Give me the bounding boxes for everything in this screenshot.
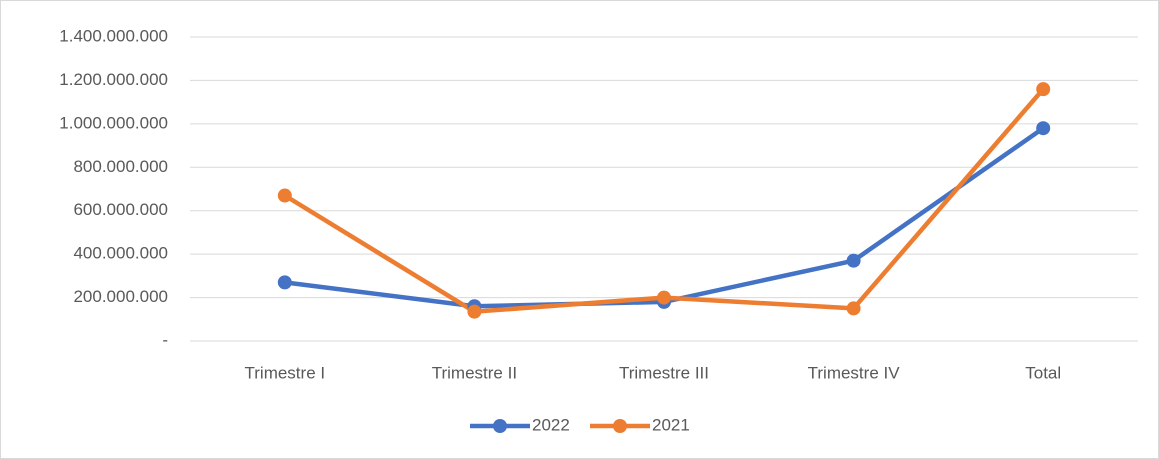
x-tick-label: Total	[1025, 363, 1061, 382]
y-tick-label: -	[162, 330, 168, 349]
data-point	[467, 304, 482, 319]
y-tick-label: 800.000.000	[73, 157, 168, 176]
data-point	[277, 275, 292, 290]
data-point	[1036, 121, 1051, 136]
x-tick-label: Trimestre III	[619, 363, 709, 382]
legend-label: 2021	[652, 415, 690, 434]
data-point	[277, 188, 292, 203]
y-tick-label: 600.000.000	[73, 200, 168, 219]
legend-marker	[613, 419, 627, 433]
x-tick-label: Trimestre I	[245, 363, 326, 382]
y-tick-label: 1.400.000.000	[59, 26, 168, 45]
y-tick-label: 200.000.000	[73, 287, 168, 306]
y-tick-label: 1.200.000.000	[59, 70, 168, 89]
data-point	[1036, 82, 1051, 97]
y-tick-label: 1.000.000.000	[59, 113, 168, 132]
legend-marker	[493, 419, 507, 433]
x-tick-label: Trimestre II	[432, 363, 517, 382]
data-point	[657, 290, 671, 305]
x-tick-label: Trimestre IV	[808, 363, 901, 382]
data-point	[846, 253, 861, 268]
legend-label: 2022	[532, 415, 570, 434]
y-tick-label: 400.000.000	[73, 244, 168, 263]
data-point	[846, 301, 861, 316]
